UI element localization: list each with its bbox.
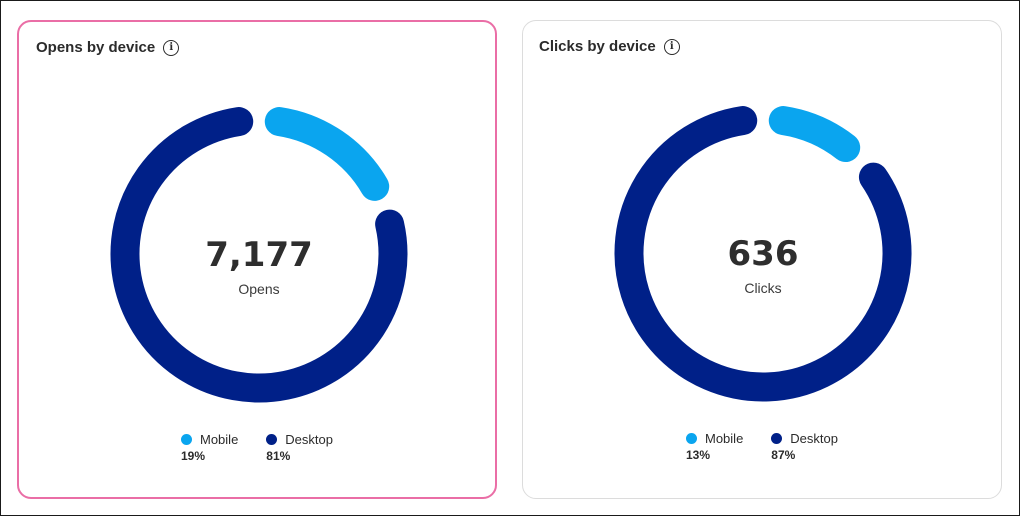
opens-title: Opens by device [36,39,156,56]
center-value: 7,177 [205,235,313,275]
legend-item-mobile: Mobile 19% [181,432,238,463]
clicks-by-device-card[interactable]: Clicks by device i 636 Clicks Mobile 13%… [522,20,1002,499]
legend-label: Desktop [285,432,333,447]
center-label: Clicks [744,280,781,296]
card-title: Opens by device i [36,39,180,56]
legend: Mobile 19% Desktop 81% [19,432,495,463]
legend-label: Mobile [200,432,239,447]
slice-desktop[interactable] [614,106,912,402]
desktop-dot-icon [771,433,783,444]
slice-mobile[interactable] [264,107,390,201]
mobile-dot-icon [181,434,192,445]
opens-by-device-card[interactable]: Opens by device i 7,177 Opens Mobile 19%… [17,20,497,499]
legend-percent: 81% [266,449,291,463]
card-title: Clicks by device i [539,38,680,55]
legend-item-desktop: Desktop 87% [771,431,838,462]
legend-percent: 13% [686,448,711,462]
slice-desktop[interactable] [110,107,408,403]
clicks-title: Clicks by device [539,38,656,55]
info-icon[interactable]: i [663,38,680,55]
slice-mobile[interactable] [768,106,861,163]
opens-donut-chart: 7,177 Opens [110,107,408,403]
info-icon[interactable]: i [163,39,180,56]
legend-percent: 19% [181,449,206,463]
legend: Mobile 13% Desktop 87% [523,431,1001,462]
center-label: Opens [238,281,279,297]
legend-label: Mobile [705,431,744,446]
legend-label: Desktop [790,431,838,446]
legend-percent: 87% [771,448,796,462]
clicks-donut-chart: 636 Clicks [614,106,912,402]
center-value: 636 [728,234,799,274]
legend-item-desktop: Desktop 81% [266,432,333,463]
mobile-dot-icon [686,433,697,444]
legend-item-mobile: Mobile 13% [686,431,743,462]
desktop-dot-icon [266,434,278,445]
